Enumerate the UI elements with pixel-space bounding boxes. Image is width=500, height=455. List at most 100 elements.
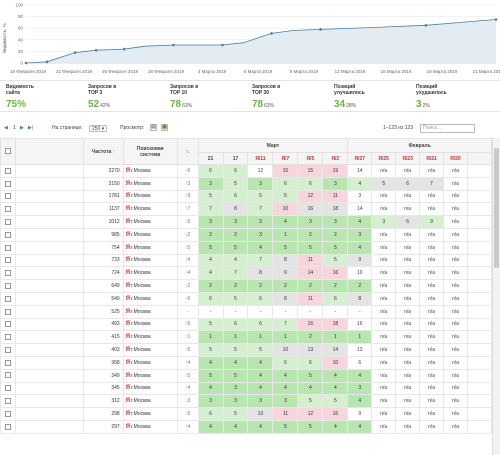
table-row[interactable]: 2150 Яг.Москва ↑3 3 5 3 6 6 3 4 5 6 7 n/a [0, 176, 493, 191]
query-cell[interactable] [14, 291, 85, 306]
row-checkbox[interactable] [4, 206, 11, 213]
date-header[interactable]: Я/21 [419, 152, 444, 165]
position-cell: n/a [371, 330, 397, 345]
row-checkbox[interactable] [4, 385, 11, 392]
row-checkbox[interactable] [4, 257, 11, 264]
table-row[interactable]: 724 Яг.Москва ↑4 4 7 8 9 14 16 10 n/a n/a n/a n/a [0, 266, 493, 281]
position-cell: 8 [347, 291, 373, 306]
query-cell[interactable] [14, 164, 85, 178]
table-row[interactable]: 2270 Яг.Москва ↑6 6 6 12 15 15 19 14 n/a n/a n/a n/a [0, 164, 493, 178]
date-header[interactable]: Я/2 [322, 152, 349, 165]
region-label: г.Москва [131, 334, 151, 341]
last-page-icon[interactable]: ▶| [28, 125, 34, 131]
query-cell[interactable] [14, 317, 85, 332]
query-cell[interactable] [14, 202, 85, 217]
query-cell[interactable] [14, 253, 85, 268]
search-input[interactable]: Поиск... [420, 124, 475, 133]
delta-header[interactable]: ↑↓ [176, 138, 199, 165]
date-header[interactable]: Я/23 [395, 152, 421, 165]
print-icon[interactable]: ▤ [150, 124, 157, 131]
row-checkbox[interactable] [4, 231, 11, 238]
table-row[interactable]: 1137 Яг.Москва ↑7 7 8 7 10 16 18 14 n/a n/a n/a n/a [0, 202, 493, 217]
scrollbar-thumb[interactable] [494, 148, 499, 268]
query-cell[interactable] [14, 343, 85, 357]
table-row[interactable]: 549 Яг.Москва ↑6 6 5 6 8 11 6 8 n/a n/a n/a n/a [0, 291, 493, 306]
row-checkbox[interactable] [4, 372, 11, 379]
row-checkbox[interactable] [4, 423, 11, 430]
query-cell[interactable] [14, 240, 85, 255]
position-cell: n/a [371, 355, 397, 370]
view-label: Просмотр: [120, 125, 145, 131]
query-cell[interactable] [14, 227, 85, 242]
select-all-checkbox[interactable] [4, 148, 11, 155]
table-row[interactable]: 1012 Яг.Москва ↑6 3 3 3 4 3 3 4 3 6 9 n/a [0, 215, 493, 229]
query-cell[interactable] [14, 368, 85, 383]
row-checkbox[interactable] [4, 295, 11, 302]
vertical-scrollbar[interactable] [492, 138, 500, 455]
query-cell[interactable] [14, 266, 85, 281]
query-cell[interactable] [14, 176, 85, 191]
query-cell[interactable] [14, 304, 85, 319]
table-row[interactable]: 525 Яг.Москва - - - - - - - - n/a n/a n/a n/a [0, 304, 493, 319]
query-cell[interactable] [14, 279, 85, 293]
table-row[interactable]: 649 Яг.Москва ↑2 2 2 2 2 2 2 2 n/a n/a n/a n/a [0, 279, 493, 293]
grid-view-icon[interactable]: ▦ [161, 124, 168, 131]
table-row[interactable]: 1781 Яг.Москва ↑9 5 6 5 5 12 11 3 n/a n/a n/a n/a [0, 189, 493, 204]
row-checkbox[interactable] [4, 244, 11, 251]
next-page-icon[interactable]: ▶ [20, 125, 24, 131]
table-row[interactable]: 312 Яг.Москва ↑3 3 3 3 3 5 5 4 n/a n/a n/a n/a [0, 394, 493, 409]
date-header[interactable]: Я/5 [297, 152, 324, 165]
position-cell: n/a [371, 419, 397, 434]
table-row[interactable]: 349 Яг.Москва ↑5 5 5 4 4 5 4 4 n/a n/a n/a n/a [0, 368, 493, 383]
delta-cell: ↑5 [176, 343, 199, 357]
query-cell[interactable] [14, 215, 85, 229]
row-checkbox[interactable] [4, 321, 11, 328]
table-row[interactable]: 733 Яг.Москва ↑4 4 4 7 8 11 5 9 n/a n/a n/a n/a [0, 253, 493, 268]
table-row[interactable]: 345 Яг.Москва ↑4 4 3 4 4 4 4 3 n/a n/a n/a n/a [0, 381, 493, 396]
query-cell[interactable] [14, 394, 85, 409]
position-cell: 1 [197, 330, 224, 345]
row-checkbox[interactable] [4, 270, 11, 277]
frequency-header[interactable]: Частота ↑ [83, 138, 124, 165]
current-page[interactable]: 1 [13, 125, 16, 131]
row-checkbox[interactable] [4, 410, 11, 417]
date-header[interactable]: Я/7 [272, 152, 299, 165]
position-cell: 6 [272, 355, 299, 370]
table-row[interactable]: 415 Яг.Москва ↑1 1 1 1 1 2 1 1 n/a n/a n/a n/a [0, 330, 493, 345]
query-cell[interactable] [14, 381, 85, 396]
per-page-select[interactable]: 250 ▾ [89, 125, 108, 132]
table-row[interactable]: 754 Яг.Москва ↑5 5 5 4 5 5 5 4 n/a n/a n/a n/a [0, 240, 493, 255]
position-cell: 4 [347, 394, 373, 409]
date-header[interactable]: Я/20 [442, 152, 468, 165]
query-cell[interactable] [14, 355, 85, 370]
table-row[interactable]: 403 Яг.Москва ↑5 5 5 5 10 13 14 13 n/a n/a n/a n/a [0, 343, 493, 357]
date-header[interactable]: Я/11 [247, 152, 274, 165]
query-cell[interactable] [14, 407, 85, 421]
row-checkbox[interactable] [4, 218, 11, 225]
prev-page-icon[interactable]: ◀ [4, 125, 8, 131]
query-cell[interactable] [14, 330, 85, 345]
query-cell[interactable] [14, 419, 85, 434]
table-row[interactable]: 368 Яг.Москва ↑4 4 4 4 6 6 10 6 n/a n/a n/a n/a [0, 355, 493, 370]
row-select-cell [0, 227, 16, 242]
date-header[interactable]: 17 [222, 152, 249, 165]
row-checkbox[interactable] [4, 346, 11, 353]
row-checkbox[interactable] [4, 167, 11, 174]
table-row[interactable]: 298 Яг.Москва ↑6 6 5 10 11 12 16 9 n/a n/a n/a n/a [0, 407, 493, 421]
query-cell[interactable] [14, 189, 85, 204]
row-checkbox[interactable] [4, 193, 11, 200]
search-engine-header[interactable]: Поисковая система [122, 138, 178, 165]
date-header[interactable]: 21 [197, 152, 224, 165]
row-checkbox[interactable] [4, 282, 11, 289]
row-checkbox[interactable] [4, 308, 11, 315]
date-header[interactable]: Я/27 [347, 152, 373, 165]
table-row[interactable]: 493 Яг.Москва ↑5 5 6 6 7 16 18 16 n/a n/a n/a n/a [0, 317, 493, 332]
row-checkbox[interactable] [4, 180, 11, 187]
table-row[interactable]: 985 Яг.Москва ↑2 2 2 3 1 2 2 3 n/a n/a n/a n/a [0, 227, 493, 242]
row-checkbox[interactable] [4, 334, 11, 341]
position-cell: 10 [272, 202, 299, 217]
row-checkbox[interactable] [4, 359, 11, 366]
date-header[interactable]: Я/25 [371, 152, 397, 165]
table-row[interactable]: 297 Яг.Москва ↑4 4 4 4 5 5 4 4 n/a n/a n/a n/a [0, 419, 493, 434]
row-checkbox[interactable] [4, 398, 11, 405]
